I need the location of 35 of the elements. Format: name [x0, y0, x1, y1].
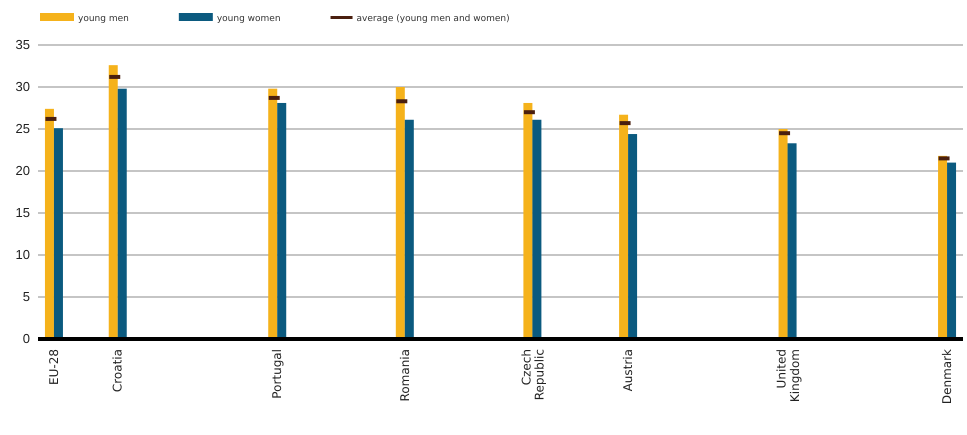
x-tick-label: Croatia [110, 349, 125, 392]
y-tick-label: 30 [16, 79, 30, 94]
bar [778, 129, 788, 339]
bar [118, 88, 127, 339]
bar [108, 65, 118, 339]
bar [44, 108, 54, 339]
bar [54, 128, 63, 339]
legend-label: average (young men and women) [356, 14, 510, 24]
bar [788, 143, 797, 339]
x-tick-label: Denmark [940, 348, 954, 404]
y-tick-label: 20 [16, 163, 30, 178]
bar [532, 120, 542, 339]
bar [268, 88, 278, 339]
bar [938, 156, 948, 339]
x-tick-label: Austria [621, 349, 636, 392]
y-tick-label: 10 [16, 247, 30, 262]
x-tick-label: United Kingdom [774, 349, 802, 402]
bar [396, 87, 405, 339]
y-tick-label: 5 [22, 289, 30, 304]
bar [619, 114, 628, 339]
x-tick-label: EU-28 [46, 349, 61, 385]
legend-label: young women [216, 14, 281, 24]
bar [947, 162, 956, 339]
y-tick-label: 35 [16, 37, 30, 52]
bar [523, 102, 532, 339]
y-tick-label: 15 [16, 205, 30, 220]
bar [277, 102, 286, 339]
x-tick-label: Czech Republic [519, 349, 547, 400]
y-tick-label: 25 [16, 121, 30, 136]
bar [628, 134, 638, 339]
legend-label: young men [78, 14, 129, 24]
x-tick-label: Portugal [270, 349, 284, 399]
x-tick-label: Romania [398, 349, 412, 402]
y-tick-label: 0 [22, 331, 30, 346]
bar [404, 120, 414, 339]
